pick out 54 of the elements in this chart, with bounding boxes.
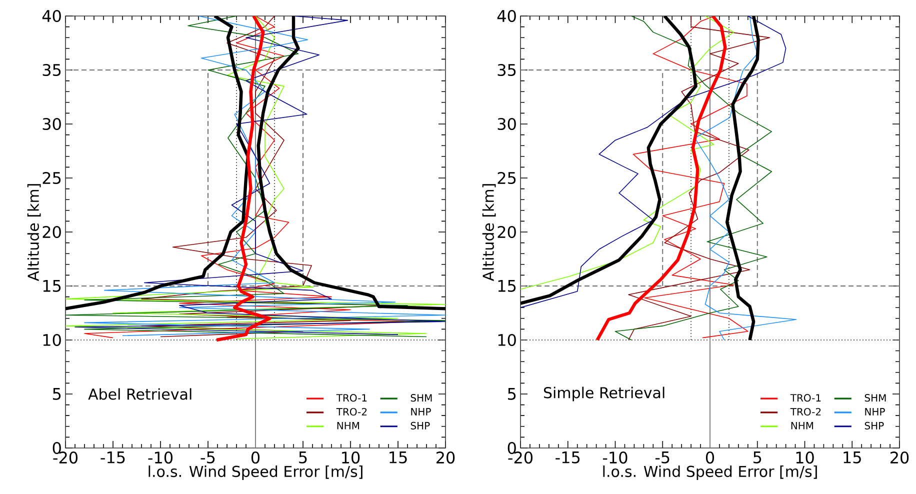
x-tick-label: -5 [200, 452, 215, 464]
legend-label: TRO-1 [336, 394, 367, 402]
x-tick-label: 15 [844, 452, 861, 464]
y-tick-label: 30 [498, 118, 516, 130]
x-tick-label: 20 [890, 452, 909, 464]
legend-label: NHP [865, 408, 885, 416]
legend-label: SHP [864, 422, 884, 430]
y-tick-label: 40 [42, 10, 61, 22]
y-tick-label: 25 [42, 172, 61, 184]
annotation: Simple Retrieval [544, 386, 664, 402]
annotation: Abel Retrieval [88, 388, 192, 400]
x-tick-label: -20 [53, 452, 78, 464]
legend-label: NHM [791, 422, 814, 430]
legend-label: SHP [410, 422, 430, 430]
x-tick-label: -15 [100, 452, 125, 464]
x-axis-title: l.o.s. Wind Speed Error [m/s] [148, 465, 362, 480]
legend-label: TRO-1 [790, 394, 821, 402]
x-tick-label: 5 [299, 452, 307, 464]
y-tick-label: 30 [42, 118, 61, 130]
y-tick-label: 15 [498, 280, 516, 292]
x-axis-title: l.o.s. Wind Speed Error [m/s] [603, 465, 817, 480]
y-tick-label: 20 [498, 226, 516, 238]
legend-label: TRO-2 [790, 408, 821, 416]
y-tick-label: 20 [42, 226, 61, 238]
y-tick-label: 10 [498, 334, 516, 346]
y-tick-label: 15 [43, 280, 61, 292]
y-tick-label: 10 [43, 334, 61, 346]
x-tick-label: -20 [508, 452, 532, 464]
y-tick-label: 5 [53, 388, 61, 400]
y-tick-label: 35 [42, 64, 61, 76]
y-tick-label: 40 [497, 10, 516, 22]
y-tick-label: 25 [498, 172, 516, 184]
legend-label: SHM [410, 394, 432, 402]
y-tick-label: 35 [498, 64, 516, 76]
y-axis-title: Altitude [km] [482, 184, 496, 282]
x-tick-label: -5 [655, 452, 670, 464]
y-axis-title: Altitude [km] [27, 184, 41, 282]
x-tick-label: 5 [754, 452, 762, 464]
x-tick-label: 15 [390, 452, 407, 464]
y-tick-label: 0 [508, 442, 516, 454]
y-tick-label: 0 [52, 442, 61, 454]
x-tick-label: -10 [148, 452, 173, 464]
legend-label: NHP [411, 408, 431, 416]
x-tick-label: -10 [602, 452, 628, 464]
x-tick-label: 20 [436, 452, 455, 464]
x-tick-label: 0 [706, 452, 714, 464]
legend-label: NHM [337, 422, 360, 430]
legend-label: TRO-2 [336, 408, 367, 416]
legend-label: SHM [864, 394, 886, 402]
y-tick-label: 5 [508, 388, 516, 400]
x-tick-label: 10 [342, 452, 360, 464]
x-tick-label: 0 [251, 452, 260, 464]
x-tick-label: 10 [796, 452, 814, 464]
x-tick-label: -15 [556, 452, 580, 464]
